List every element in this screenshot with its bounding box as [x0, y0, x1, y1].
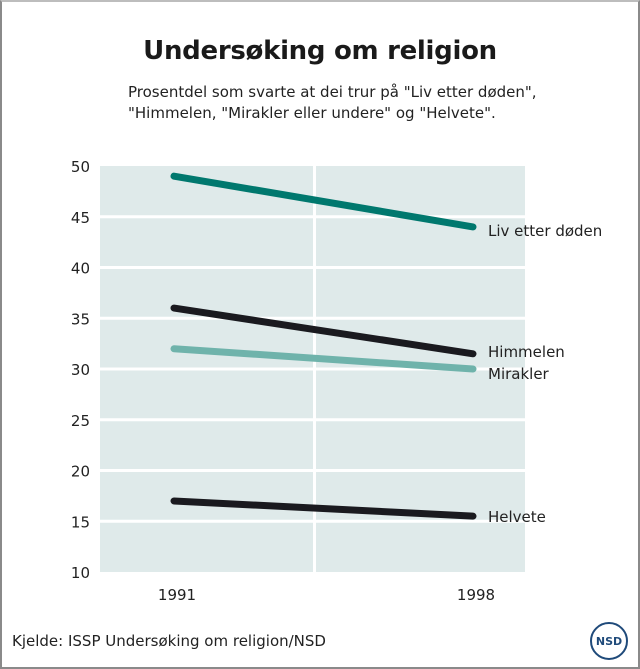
series-line-1 [170, 304, 477, 358]
nsd-logo: NSD [590, 622, 628, 660]
y-tick-label: 10 [71, 564, 90, 582]
y-tick-label: 30 [71, 361, 90, 379]
source-note: Kjelde: ISSP Undersøking om religion/NSD [12, 632, 326, 650]
series-label: Mirakler [488, 365, 550, 383]
x-tick-label: 1991 [158, 586, 196, 604]
series-line-0 [170, 172, 477, 231]
chart-subtitle: Prosentdel som svarte at dei trur på "Li… [128, 82, 537, 124]
series-label: Helvete [488, 508, 546, 526]
series-label: Himmelen [488, 343, 565, 361]
y-tick-label: 50 [71, 158, 90, 176]
chart-title: Undersøking om religion [143, 36, 497, 66]
series-line-2 [170, 345, 477, 373]
series-label: Liv etter døden [488, 222, 602, 240]
y-tick-label: 35 [71, 310, 90, 328]
y-tick-label: 25 [71, 412, 90, 430]
subtitle-line-1: Prosentdel som svarte at dei trur på "Li… [128, 83, 537, 101]
x-tick-label: 1998 [457, 586, 495, 604]
y-tick-label: 45 [71, 209, 90, 227]
y-tick-label: 20 [71, 463, 90, 481]
y-tick-label: 15 [71, 513, 90, 531]
y-tick-label: 40 [71, 260, 90, 278]
subtitle-line-2: "Himmelen, "Mirakler eller undere" og "H… [128, 104, 496, 122]
series-line-3 [170, 497, 477, 520]
